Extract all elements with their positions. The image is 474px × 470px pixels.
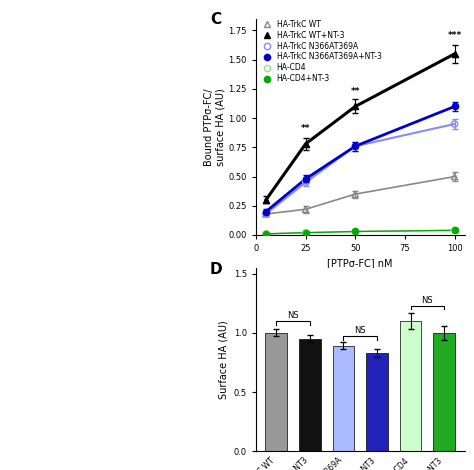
Bar: [400, 321, 421, 451]
Point: [451, 102, 458, 110]
Point: [352, 142, 359, 150]
Point: [451, 50, 458, 58]
Point: [352, 228, 359, 235]
Text: ***: ***: [447, 31, 462, 40]
Point: [451, 227, 458, 234]
Bar: [333, 346, 355, 451]
Point: [352, 190, 359, 198]
Text: NS: NS: [355, 326, 366, 335]
Bar: [265, 333, 287, 451]
Point: [451, 120, 458, 128]
Point: [262, 196, 270, 204]
Point: [302, 140, 310, 148]
Text: D: D: [210, 262, 223, 277]
Point: [352, 142, 359, 150]
Point: [352, 228, 359, 235]
Text: **: **: [351, 87, 360, 96]
Legend: HA-TrkC WT, HA-TrkC WT+NT-3, HA-TrkC N366AT369A, HA-TrkC N366AT369A+NT-3, HA-CD4: HA-TrkC WT, HA-TrkC WT+NT-3, HA-TrkC N36…: [256, 16, 384, 86]
Text: **: **: [301, 125, 310, 133]
Point: [451, 173, 458, 180]
Point: [302, 179, 310, 186]
Y-axis label: Bound PTPσ-FC/
surface HA (AU): Bound PTPσ-FC/ surface HA (AU): [204, 88, 226, 166]
Text: NS: NS: [421, 296, 433, 305]
Point: [302, 229, 310, 236]
Point: [352, 102, 359, 110]
Point: [262, 210, 270, 218]
Text: C: C: [210, 12, 221, 27]
X-axis label: [PTPσ-FC] nM: [PTPσ-FC] nM: [328, 258, 393, 268]
Bar: [433, 333, 455, 451]
Point: [302, 175, 310, 183]
Point: [262, 210, 270, 218]
Point: [302, 205, 310, 213]
Point: [262, 230, 270, 238]
Bar: [299, 339, 321, 451]
Point: [302, 229, 310, 236]
Y-axis label: Surface HA (AU): Surface HA (AU): [218, 320, 228, 399]
Bar: [366, 353, 388, 451]
Text: NS: NS: [287, 311, 299, 320]
Point: [262, 230, 270, 238]
Point: [262, 208, 270, 215]
Point: [451, 227, 458, 234]
